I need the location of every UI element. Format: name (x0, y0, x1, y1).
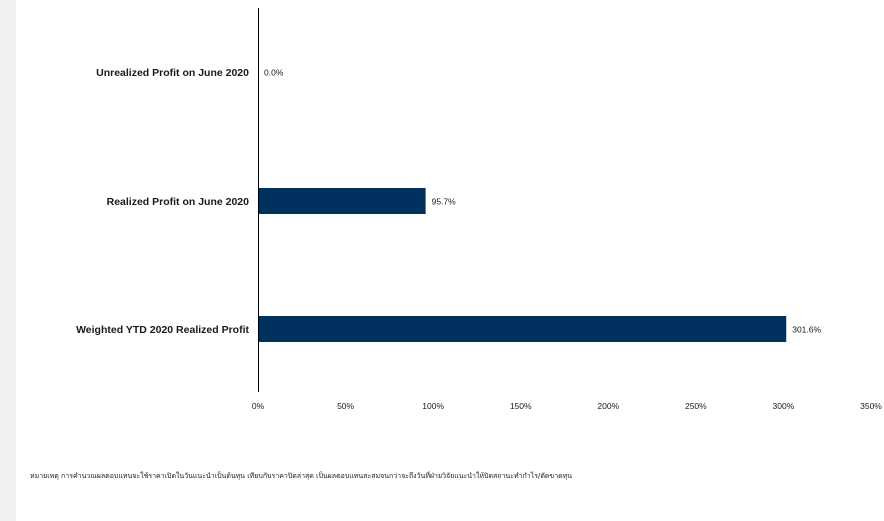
x-tick-label: 50% (337, 401, 354, 411)
x-tick-labels: 0% 50% 100% 150% 200% 250% 300% 350% (252, 401, 882, 411)
x-tick-label: 350% (860, 401, 882, 411)
x-tick-label: 250% (685, 401, 707, 411)
category-label: Realized Profit on June 2020 (107, 196, 250, 208)
x-tick-label: 0% (252, 401, 265, 411)
x-tick-label: 300% (773, 401, 795, 411)
value-labels: 0.0% 95.7% 301.6% (264, 68, 822, 335)
x-tick-label: 100% (422, 401, 444, 411)
footnote: หมายเหตุ การคำนวณผลตอบแทนจะใช้ราคาเปิดใน… (30, 472, 573, 480)
bars (258, 188, 787, 342)
category-label: Unrealized Profit on June 2020 (96, 67, 249, 79)
x-tick-label: 200% (597, 401, 619, 411)
data-label: 0.0% (264, 68, 284, 78)
x-tick-label: 150% (510, 401, 532, 411)
left-margin-strip (0, 0, 16, 521)
category-label: Weighted YTD 2020 Realized Profit (76, 324, 249, 336)
data-label: 301.6% (792, 325, 821, 335)
bar (258, 316, 787, 342)
data-label: 95.7% (432, 197, 457, 207)
bar (258, 188, 426, 214)
category-labels: Unrealized Profit on June 2020 Realized P… (76, 67, 249, 336)
